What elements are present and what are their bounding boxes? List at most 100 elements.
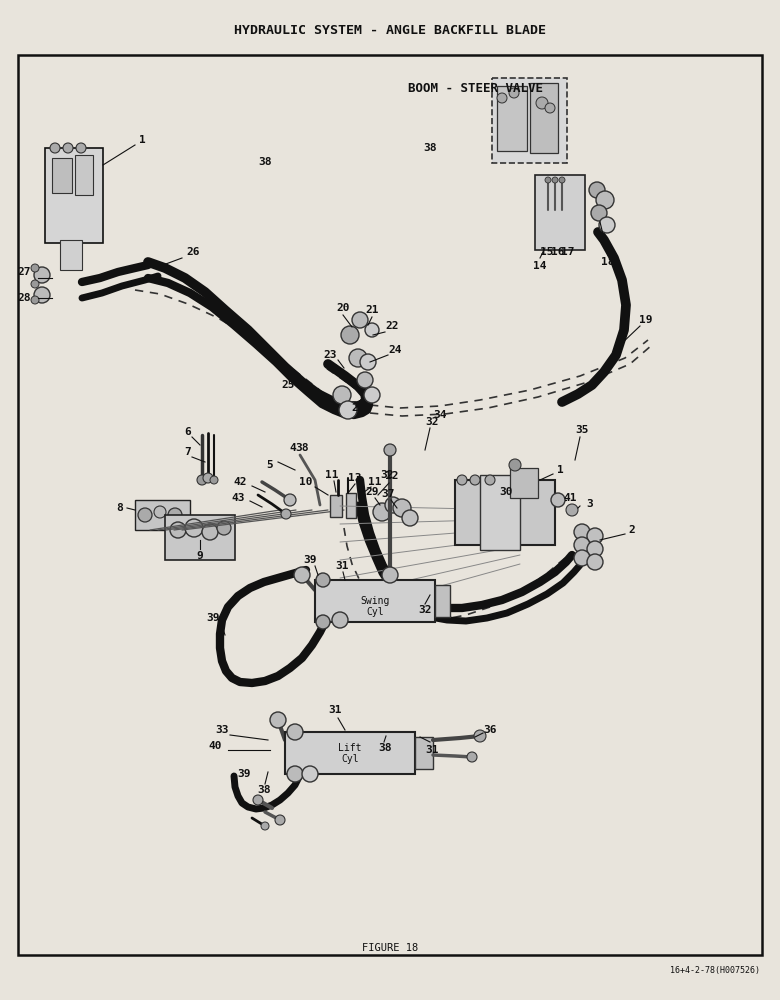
Text: 32: 32 (381, 470, 394, 480)
Circle shape (402, 510, 418, 526)
Circle shape (203, 473, 213, 483)
Text: 9: 9 (197, 551, 204, 561)
Text: 31: 31 (335, 561, 349, 571)
Text: 38: 38 (424, 143, 437, 153)
Text: 21: 21 (365, 305, 379, 315)
Bar (435, 585, 450, 617)
Circle shape (253, 795, 263, 805)
Circle shape (154, 506, 166, 518)
Bar (480, 475, 520, 550)
Circle shape (31, 280, 39, 288)
Circle shape (574, 550, 590, 566)
Text: 37: 37 (381, 489, 395, 499)
Text: 1: 1 (139, 135, 145, 145)
Text: 38: 38 (258, 157, 271, 167)
Circle shape (31, 264, 39, 272)
Circle shape (341, 326, 359, 344)
Text: Lift: Lift (339, 743, 362, 753)
Circle shape (50, 143, 60, 153)
Text: 10: 10 (300, 477, 313, 487)
Text: Cyl: Cyl (366, 607, 384, 617)
Text: 38: 38 (378, 743, 392, 753)
Circle shape (332, 612, 348, 628)
Circle shape (333, 386, 351, 404)
Circle shape (566, 504, 578, 516)
Text: 11: 11 (368, 477, 381, 487)
Circle shape (509, 459, 521, 471)
Bar (45, 148, 103, 243)
Text: 14: 14 (534, 261, 547, 271)
Text: 33: 33 (215, 725, 229, 735)
Circle shape (202, 524, 218, 540)
Text: 29: 29 (365, 487, 379, 497)
Circle shape (393, 499, 411, 517)
Text: 16: 16 (551, 247, 565, 257)
Text: 32: 32 (418, 605, 432, 615)
Circle shape (589, 182, 605, 198)
Circle shape (552, 177, 558, 183)
Text: FIGURE 18: FIGURE 18 (362, 943, 418, 953)
Circle shape (31, 296, 39, 304)
Text: 43: 43 (231, 493, 245, 503)
Circle shape (170, 522, 186, 538)
Text: 2: 2 (629, 525, 636, 535)
Bar (165, 515, 235, 560)
Bar (530, 83, 558, 153)
Bar (415, 737, 433, 769)
Text: 30: 30 (499, 487, 512, 497)
Circle shape (384, 444, 396, 456)
Circle shape (467, 752, 477, 762)
Bar (346, 493, 356, 518)
Text: HYDRAULIC SYSTEM - ANGLE BACKFILL BLADE: HYDRAULIC SYSTEM - ANGLE BACKFILL BLADE (234, 23, 546, 36)
Circle shape (349, 349, 367, 367)
Circle shape (587, 554, 603, 570)
Text: 38: 38 (296, 443, 309, 453)
Text: 7: 7 (185, 447, 191, 457)
Circle shape (168, 508, 182, 522)
Circle shape (63, 143, 73, 153)
Text: 18: 18 (601, 257, 615, 267)
Circle shape (497, 93, 507, 103)
Text: 41: 41 (563, 493, 576, 503)
Text: 12: 12 (385, 471, 399, 481)
Text: 24: 24 (388, 345, 402, 355)
Text: 34: 34 (433, 410, 447, 420)
Bar (330, 495, 342, 517)
Bar (492, 78, 567, 163)
Circle shape (559, 177, 565, 183)
Circle shape (357, 372, 373, 388)
Circle shape (360, 354, 376, 370)
Text: 25: 25 (282, 380, 295, 390)
Circle shape (373, 503, 391, 521)
Text: 4: 4 (289, 443, 296, 453)
Circle shape (470, 475, 480, 485)
Circle shape (382, 567, 398, 583)
Circle shape (281, 509, 291, 519)
Circle shape (364, 387, 380, 403)
Text: 8: 8 (117, 503, 123, 513)
Text: 1: 1 (557, 465, 563, 475)
Bar (315, 580, 435, 622)
Circle shape (545, 177, 551, 183)
Text: 22: 22 (351, 403, 365, 413)
Circle shape (275, 815, 285, 825)
Circle shape (76, 143, 86, 153)
Circle shape (551, 493, 565, 507)
Circle shape (197, 475, 207, 485)
Circle shape (287, 766, 303, 782)
Circle shape (385, 497, 401, 513)
Circle shape (596, 191, 614, 209)
Text: 42: 42 (233, 477, 246, 487)
Circle shape (294, 567, 310, 583)
Circle shape (365, 323, 379, 337)
Text: 22: 22 (385, 321, 399, 331)
Circle shape (34, 267, 50, 283)
Text: 11: 11 (325, 470, 339, 480)
Text: Cyl: Cyl (341, 754, 359, 764)
Text: 26: 26 (186, 247, 200, 257)
Circle shape (545, 103, 555, 113)
Circle shape (185, 519, 203, 537)
Bar (285, 732, 415, 774)
Circle shape (261, 822, 269, 830)
Bar (75, 155, 93, 195)
